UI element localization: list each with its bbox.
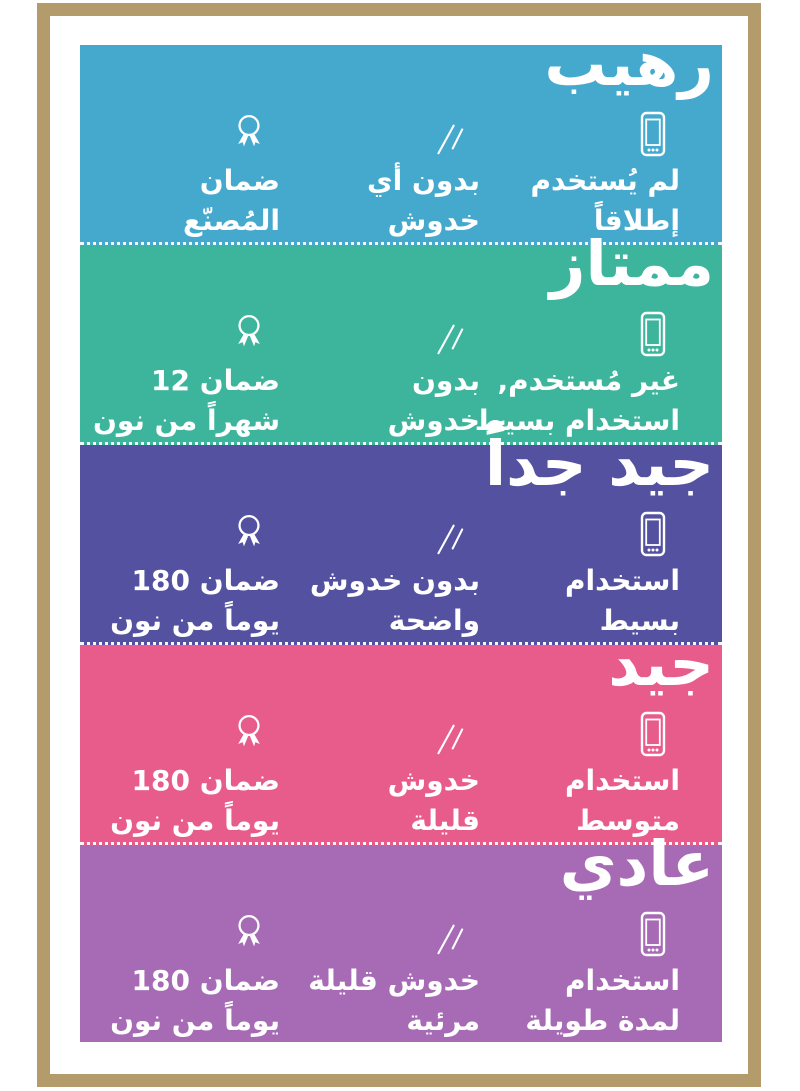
scratches-line: خدوش	[387, 204, 480, 237]
warranty-line: ضمان	[199, 164, 280, 197]
usage-column: استخدام لمدة طويلة	[480, 907, 680, 1041]
scratches-icon	[428, 107, 466, 157]
scratches-line: مرئية	[406, 1004, 480, 1037]
grades-poster: رهيب لم يُستخدم إطلاقاً بدون أي خدوش	[80, 31, 722, 1042]
usage-line: إطلاقاً	[593, 204, 680, 237]
warranty-line: شهراً من نون	[92, 404, 280, 437]
medal-icon	[232, 307, 266, 357]
medal-icon	[232, 507, 266, 557]
scratches-line: قليلة	[410, 804, 480, 837]
grade-band-raheeb: رهيب لم يُستخدم إطلاقاً بدون أي خدوش	[80, 31, 722, 245]
band-columns: غير مُستخدم, استخدام بسيط بدون خدوش ضمان…	[80, 307, 722, 441]
medal-icon	[232, 907, 266, 957]
band-columns: استخدام متوسط خدوش قليلة ضمان 180 يوماً …	[80, 707, 722, 841]
scratches-line: خدوش	[387, 404, 480, 437]
scratches-line: بدون	[412, 364, 480, 397]
gold-frame: رهيب لم يُستخدم إطلاقاً بدون أي خدوش	[37, 3, 761, 1087]
usage-line: استخدام	[564, 564, 680, 597]
warranty-line: يوماً من نون	[110, 604, 280, 637]
grade-band-jayyid: جيد استخدام متوسط خدوش قليلة	[80, 631, 722, 845]
usage-line: لم يُستخدم	[530, 164, 680, 197]
band-columns: استخدام لمدة طويلة خدوش قليلة مرئية ضمان…	[80, 907, 722, 1041]
scratches-line: بدون أي	[367, 164, 480, 197]
phone-icon	[640, 507, 666, 557]
scratches-column: خدوش قليلة مرئية	[280, 907, 480, 1041]
scratches-icon	[428, 307, 466, 357]
scratches-line: خدوش قليلة	[308, 964, 480, 997]
band-title: ممتاز	[549, 227, 714, 300]
band-title: جيد جداً	[484, 427, 714, 500]
scratches-icon	[428, 907, 466, 957]
usage-line: استخدام بسيط	[474, 404, 680, 437]
medal-icon	[232, 107, 266, 157]
warranty-column: ضمان 12 شهراً من نون	[80, 307, 280, 441]
scratches-line: خدوش	[387, 764, 480, 797]
grade-band-mumtaz: ممتاز غير مُستخدم, استخدام بسيط بدون خدو…	[80, 231, 722, 445]
warranty-column: ضمان 180 يوماً من نون	[80, 507, 280, 641]
warranty-line: المُصنّع	[182, 204, 280, 237]
medal-icon	[232, 707, 266, 757]
usage-line: استخدام	[564, 764, 680, 797]
usage-line: استخدام	[564, 964, 680, 997]
phone-icon	[640, 307, 666, 357]
phone-icon	[640, 107, 666, 157]
warranty-line: يوماً من نون	[110, 1004, 280, 1037]
scratches-column: خدوش قليلة	[280, 707, 480, 841]
usage-line: بسيط	[599, 604, 680, 637]
usage-line: غير مُستخدم,	[497, 364, 681, 397]
phone-icon	[640, 907, 666, 957]
grade-band-jayyid-jiddan: جيد جداً استخدام بسيط بدون خدوش واضحة	[80, 431, 722, 645]
warranty-line: ضمان 180	[131, 964, 280, 997]
scratches-column: بدون أي خدوش	[280, 107, 480, 241]
warranty-column: ضمان المُصنّع	[80, 107, 280, 241]
usage-line: متوسط	[576, 804, 680, 837]
usage-column: لم يُستخدم إطلاقاً	[480, 107, 680, 241]
warranty-line: ضمان 180	[131, 764, 280, 797]
band-title: عادي	[559, 827, 714, 900]
warranty-line: ضمان 12	[151, 364, 280, 397]
scratches-line: بدون خدوش	[309, 564, 480, 597]
scratches-icon	[428, 507, 466, 557]
usage-line: لمدة طويلة	[525, 1004, 680, 1037]
warranty-column: ضمان 180 يوماً من نون	[80, 707, 280, 841]
warranty-line: يوماً من نون	[110, 804, 280, 837]
band-columns: استخدام بسيط بدون خدوش واضحة ضمان 180 يو…	[80, 507, 722, 641]
warranty-column: ضمان 180 يوماً من نون	[80, 907, 280, 1041]
usage-column: غير مُستخدم, استخدام بسيط	[474, 307, 681, 441]
grade-band-aadi: عادي استخدام لمدة طويلة خدوش قليلة مرئية	[80, 831, 722, 1042]
scratches-column: بدون خدوش	[280, 307, 480, 441]
usage-column: استخدام متوسط	[480, 707, 680, 841]
scratches-line: واضحة	[388, 604, 480, 637]
scratches-column: بدون خدوش واضحة	[280, 507, 480, 641]
band-title: جيد	[608, 627, 714, 700]
usage-column: استخدام بسيط	[480, 507, 680, 641]
band-columns: لم يُستخدم إطلاقاً بدون أي خدوش ضمان الم…	[80, 107, 722, 241]
phone-icon	[640, 707, 666, 757]
band-title: رهيب	[544, 27, 714, 100]
scratches-icon	[428, 707, 466, 757]
warranty-line: ضمان 180	[131, 564, 280, 597]
